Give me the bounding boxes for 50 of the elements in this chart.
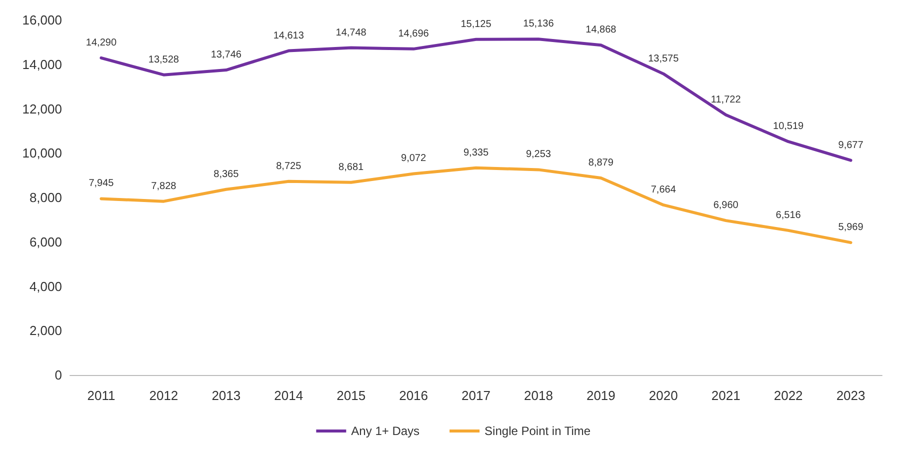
data-label: 9,253 [526, 149, 552, 160]
data-label: 11,722 [710, 94, 742, 106]
data-label: 7,664 [650, 184, 676, 196]
y-tick-label: 16,000 [22, 12, 62, 28]
data-label: 8,681 [338, 162, 364, 173]
data-label: 6,516 [776, 210, 802, 221]
x-tick-label: 2018 [524, 388, 553, 403]
x-tick-label: 2017 [462, 388, 490, 403]
legend-label: Any 1+ Days [351, 424, 420, 438]
data-label: 14,696 [398, 28, 430, 40]
x-tick-label: 2012 [149, 388, 178, 403]
data-label: 13,746 [210, 50, 242, 61]
x-tick-label: 2014 [274, 388, 304, 403]
y-tick-label: 10,000 [22, 146, 62, 161]
y-tick-label: 4,000 [29, 278, 62, 294]
y-tick-label: 0 [54, 368, 62, 382]
x-tick-label: 2022 [774, 388, 803, 403]
data-label: 7,828 [151, 180, 177, 192]
x-tick-label: 2013 [212, 388, 241, 403]
data-label: 14,290 [86, 37, 117, 48]
x-tick-label: 2021 [711, 388, 740, 403]
x-tick-label: 2019 [586, 388, 616, 403]
y-tick-label: 8,000 [29, 190, 62, 205]
data-label: 15,125 [460, 18, 492, 30]
data-label: 10,519 [773, 121, 804, 132]
data-label: 14,613 [273, 30, 304, 42]
data-label: 15,136 [523, 18, 554, 30]
y-tick-label: 2,000 [29, 323, 62, 338]
data-label: 5,969 [838, 222, 864, 234]
x-tick-label: 2015 [336, 388, 366, 403]
x-tick-label: 2016 [399, 388, 428, 403]
data-label: 8,879 [588, 157, 614, 168]
data-label: 14,748 [336, 27, 367, 38]
data-label: 8,725 [276, 160, 302, 172]
y-tick-label: 14,000 [22, 56, 62, 72]
data-label: 7,945 [88, 178, 114, 190]
x-tick-label: 2011 [87, 388, 116, 403]
y-tick-label: 6,000 [29, 234, 62, 250]
y-tick-label: 12,000 [22, 101, 62, 116]
x-tick-label: 2020 [648, 388, 678, 403]
data-label: 9,072 [401, 153, 426, 164]
data-label: 14,868 [586, 24, 617, 36]
data-label: 6,960 [713, 200, 739, 212]
data-label: 8,365 [214, 168, 240, 180]
data-label: 13,575 [648, 53, 680, 64]
data-label: 9,335 [463, 147, 489, 158]
legend-label: Single Point in Time [484, 424, 591, 438]
x-tick-label: 2023 [836, 388, 866, 403]
data-label: 9,677 [838, 140, 864, 151]
data-label: 13,528 [148, 54, 180, 66]
